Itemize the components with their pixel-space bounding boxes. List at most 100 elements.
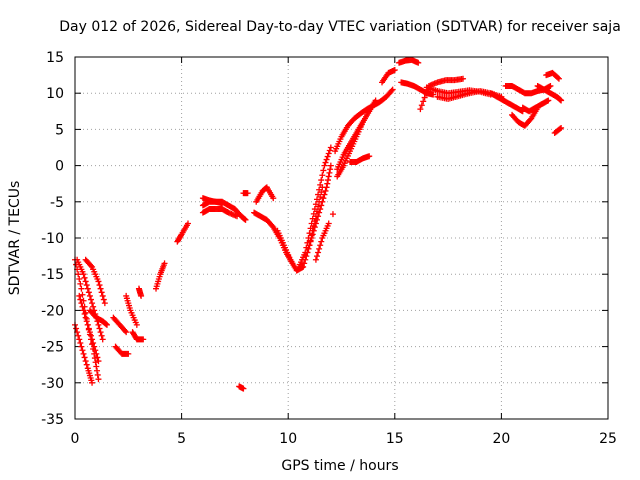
series-track-ac xyxy=(347,153,373,165)
data-point xyxy=(81,274,88,281)
data-point xyxy=(322,159,329,166)
data-point xyxy=(309,231,316,238)
data-point xyxy=(87,296,94,303)
data-point xyxy=(77,339,84,346)
data-point xyxy=(80,307,87,314)
data-point xyxy=(161,260,168,267)
data-point xyxy=(320,167,327,174)
data-point xyxy=(315,249,322,256)
data-point xyxy=(415,59,422,66)
x-tick-label: 10 xyxy=(279,431,297,447)
data-point xyxy=(97,285,104,292)
data-point xyxy=(305,245,312,252)
data-point xyxy=(80,350,87,357)
series-track-ai xyxy=(434,88,505,102)
data-point xyxy=(234,213,241,220)
data-point xyxy=(123,329,130,336)
data-point xyxy=(73,325,80,332)
grid xyxy=(75,57,608,419)
series-track-d xyxy=(82,256,108,307)
data-point xyxy=(417,106,424,113)
plot-frame xyxy=(74,56,609,420)
data-point xyxy=(244,190,251,197)
data-point xyxy=(100,296,107,303)
data-point xyxy=(316,209,323,216)
x-axis-label: GPS time / hours xyxy=(281,458,398,474)
series-track-aj xyxy=(487,90,526,115)
data-point xyxy=(317,206,324,213)
series-track-m xyxy=(174,220,191,245)
data-point xyxy=(311,224,318,231)
data-point xyxy=(99,336,106,343)
data-point xyxy=(219,200,226,207)
data-point xyxy=(460,75,467,82)
data-point xyxy=(79,347,86,354)
data-point xyxy=(323,184,330,191)
data-point xyxy=(82,314,89,321)
data-point xyxy=(95,376,102,383)
data-point xyxy=(76,292,83,299)
data-point xyxy=(77,296,84,303)
x-tick-label: 25 xyxy=(599,431,617,447)
data-point xyxy=(82,278,89,285)
data-point xyxy=(307,225,314,232)
data-point xyxy=(545,97,552,104)
data-point xyxy=(79,291,86,298)
x-tick-labels: 0 5 10 15 20 25 xyxy=(71,431,617,447)
data-point xyxy=(92,359,99,366)
chart-title: Day 012 of 2026, Sidereal Day-to-day VTE… xyxy=(59,19,621,35)
data-point xyxy=(83,282,90,289)
data-point xyxy=(87,262,94,269)
series-track-o xyxy=(199,206,241,220)
data-point xyxy=(103,321,110,328)
data-point xyxy=(93,363,100,370)
data-point xyxy=(91,343,98,350)
data-point xyxy=(389,86,396,93)
y-tick-label: -20 xyxy=(41,303,64,319)
data-point xyxy=(306,230,313,237)
data-point xyxy=(184,220,191,227)
series-track-v xyxy=(295,144,334,270)
data-point xyxy=(320,195,327,202)
data-point xyxy=(313,216,320,223)
data-point xyxy=(558,97,565,104)
data-point xyxy=(327,166,334,173)
data-point xyxy=(87,332,94,339)
data-point xyxy=(327,144,334,151)
series-track-r xyxy=(236,383,247,392)
y-tick-label: 0 xyxy=(55,159,64,175)
data-point xyxy=(388,87,395,94)
y-tick-label: 5 xyxy=(55,122,64,138)
y-tick-label: 15 xyxy=(46,50,64,66)
x-tick-label: 0 xyxy=(71,431,80,447)
data-point xyxy=(312,201,319,208)
data-point xyxy=(81,311,88,318)
x-tick-label: 20 xyxy=(492,431,510,447)
data-point xyxy=(133,321,140,328)
data-point xyxy=(310,227,317,234)
data-point xyxy=(95,358,102,365)
data-point xyxy=(85,289,92,296)
series-track-w xyxy=(304,162,334,256)
data-point xyxy=(317,242,324,249)
data-point xyxy=(547,82,554,89)
data-point xyxy=(309,215,316,222)
data-point xyxy=(304,249,311,256)
y-tick-label: -30 xyxy=(41,376,64,392)
data-point xyxy=(99,292,106,299)
y-tick-label: -25 xyxy=(41,340,64,356)
data-point xyxy=(85,325,92,332)
data-point xyxy=(76,336,83,343)
data-point xyxy=(138,292,145,299)
data-point xyxy=(313,196,320,203)
series-track-p xyxy=(199,195,226,207)
data-point xyxy=(322,187,329,194)
y-tick-label: 10 xyxy=(46,86,64,102)
data-point xyxy=(527,116,534,123)
data-point xyxy=(318,238,325,245)
data-point xyxy=(557,125,564,132)
data-point xyxy=(318,177,325,184)
data-point xyxy=(89,336,96,343)
series-track-l xyxy=(153,260,168,292)
